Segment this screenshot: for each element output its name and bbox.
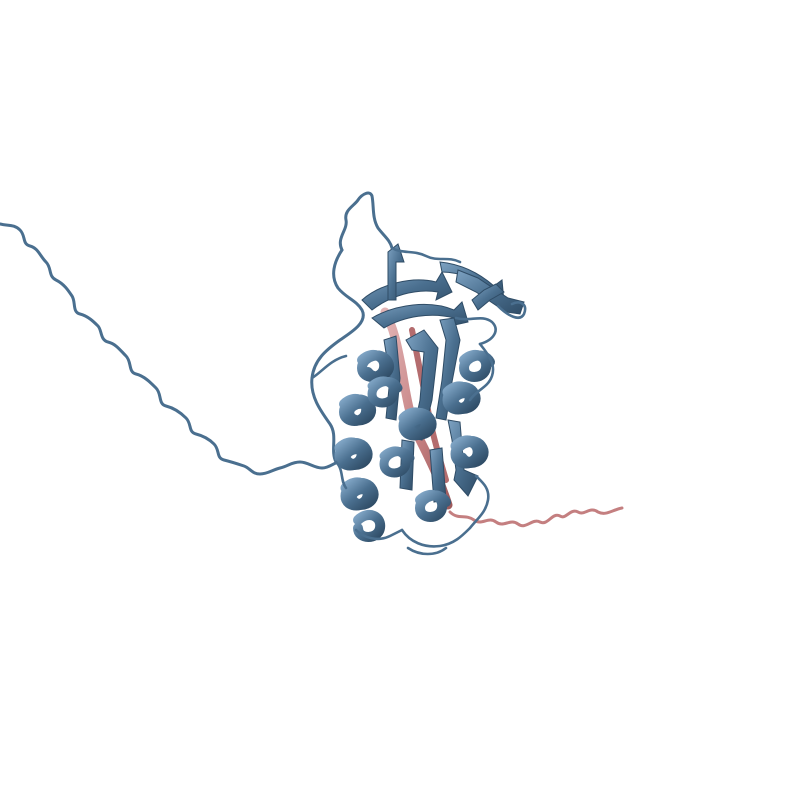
helix-1 [356,349,394,382]
helix-10 [450,435,489,469]
helix-8 [442,381,481,415]
helix-5 [340,477,379,511]
helix-4 [334,437,373,471]
chain-a-helices [334,349,495,542]
helix-3 [367,376,403,408]
chain-a-n-terminal-tail [0,222,342,476]
helix-9 [458,349,495,382]
chain-a-left-loop [310,248,365,464]
helix-11 [414,489,451,522]
helix-2 [338,393,376,426]
helix-7 [398,407,437,441]
chain-b-c-terminal-tail [448,506,624,528]
chain-a [0,191,527,556]
helix-12 [379,446,415,478]
chain-a-loops [310,246,527,556]
chain-a-top-loop [338,191,394,252]
